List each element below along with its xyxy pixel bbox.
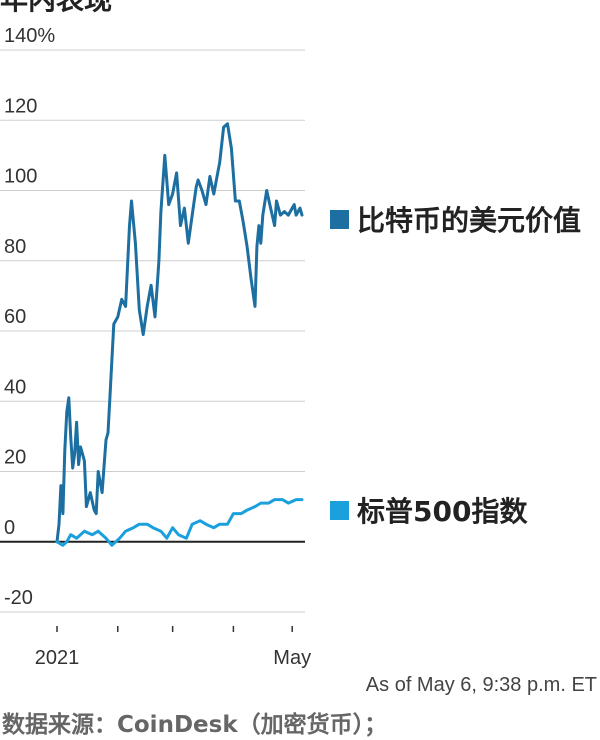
sp500-series-line [55, 498, 304, 547]
y-tick-label: 100 [4, 166, 37, 188]
y-tick-label: 0 [4, 517, 15, 539]
bitcoin-series-line [55, 122, 304, 544]
source-note: 数据来源：CoinDesk（加密货币）； [2, 712, 388, 738]
bitcoin-legend-label: 比特币的美元价值 [357, 204, 581, 237]
sp500-legend-swatch [330, 501, 349, 520]
x-tick-label: 2021 [35, 647, 80, 669]
y-tick-label: 20 [4, 447, 26, 469]
sp500-legend-label: 标普500指数 [357, 495, 528, 528]
line-chart: 140% 120 100 80 60 40 20 0 -20 2021 May 比特币的美元价值标普5… [0, 25, 581, 669]
y-tick-label: 140% [4, 25, 55, 47]
y-tick-label: 80 [4, 236, 26, 258]
chart-title: 年内表现 [0, 0, 112, 18]
as-of-timestamp: As of May 6, 9:38 p.m. ET [365, 674, 597, 696]
y-tick-label: 40 [4, 376, 26, 398]
y-tick-label: 120 [4, 95, 37, 117]
y-tick-label: 60 [4, 306, 26, 328]
x-tick-label: May [273, 647, 311, 669]
y-tick-label: -20 [4, 587, 33, 609]
bitcoin-legend-swatch [330, 210, 349, 229]
